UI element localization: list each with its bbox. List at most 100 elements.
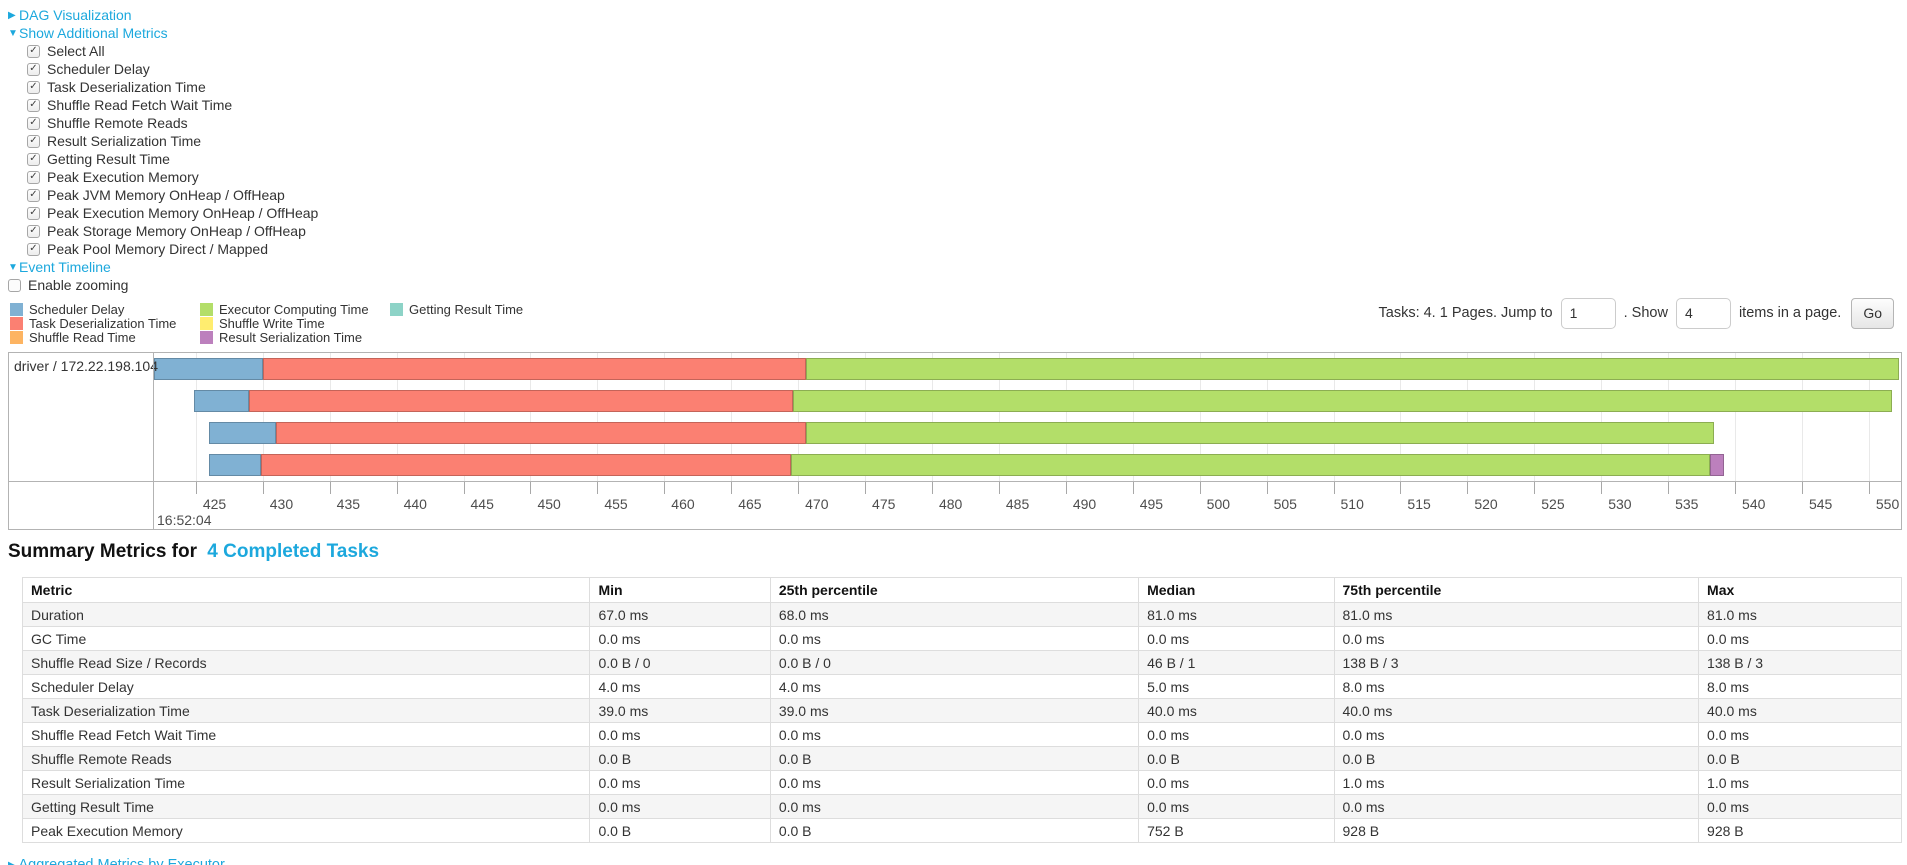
- show-additional-metrics-link[interactable]: Show Additional Metrics: [19, 25, 168, 41]
- dag-visualization-link[interactable]: DAG Visualization: [19, 7, 132, 23]
- metric-checkbox-row[interactable]: ✓ Scheduler Delay: [27, 60, 318, 78]
- checkbox-label: Shuffle Remote Reads: [47, 115, 188, 131]
- metric-name-cell: GC Time: [21, 626, 591, 651]
- metric-checkbox-row[interactable]: ✓ Shuffle Read Fetch Wait Time: [27, 96, 318, 114]
- axis-tick-label: 460: [671, 496, 695, 512]
- axis-tick: [865, 482, 867, 494]
- timeline-gridline: [597, 353, 599, 481]
- metric-checkbox-row[interactable]: ✓ Result Serialization Time: [27, 132, 318, 150]
- metric-value-cell: 0.0 B: [589, 818, 771, 843]
- checkbox-icon[interactable]: ✓: [27, 116, 40, 130]
- enable-zooming-checkbox[interactable]: [8, 278, 21, 292]
- legend-item-getting_result: Getting Result Time: [390, 303, 523, 317]
- metric-value-cell: 0.0 B: [769, 818, 1140, 843]
- axis-tick: [463, 482, 465, 494]
- metric-checkbox-row[interactable]: ✓ Peak Pool Memory Direct / Mapped: [27, 240, 318, 258]
- axis-tick: [329, 482, 331, 494]
- timeline-bar-result_serialization[interactable]: [1709, 454, 1725, 476]
- completed-tasks-link[interactable]: 4 Completed Tasks: [207, 541, 380, 562]
- checkbox-icon[interactable]: ✓: [27, 170, 40, 184]
- jump-to-page-input[interactable]: [1560, 297, 1616, 329]
- timeline-bar-task_deserialization[interactable]: [276, 422, 807, 444]
- axis-tick-label: 535: [1675, 496, 1699, 512]
- legend-label: Scheduler Delay: [29, 302, 125, 318]
- metric-value-cell: 0.0 ms: [1138, 770, 1335, 795]
- checkbox-icon[interactable]: ✓: [27, 98, 40, 112]
- metric-value-cell: 0.0 ms: [769, 626, 1140, 651]
- metric-checkbox-row[interactable]: ✓ Shuffle Remote Reads: [27, 114, 318, 132]
- axis-tick: [262, 482, 264, 494]
- event-timeline-chart: driver / 172.22.198.104 16:52:04 425 430 4…: [8, 352, 1902, 530]
- timeline-bar-scheduler_delay[interactable]: [209, 422, 277, 444]
- executor_computing-swatch-icon: [200, 303, 213, 317]
- dag-visualization-toggle[interactable]: ▶ DAG Visualization: [8, 6, 318, 24]
- getting_result-swatch-icon: [390, 303, 403, 317]
- axis-tick: [798, 482, 800, 494]
- timeline-bar-task_deserialization[interactable]: [262, 358, 807, 380]
- metric-checkbox-row[interactable]: ✓ Peak Execution Memory OnHeap / OffHeap: [27, 204, 318, 222]
- timeline-bar-scheduler_delay[interactable]: [194, 390, 250, 412]
- items-per-page-input[interactable]: [1675, 297, 1731, 329]
- axis-tick: [1266, 482, 1268, 494]
- metric-checkbox-row[interactable]: ✓ Peak JVM Memory OnHeap / OffHeap: [27, 186, 318, 204]
- enable-zooming-row[interactable]: Enable zooming: [8, 276, 318, 294]
- timeline-bar-executor_computing[interactable]: [792, 390, 1892, 412]
- legend-label: Task Deserialization Time: [29, 316, 177, 332]
- timeline-gridline: [1534, 353, 1536, 481]
- checkbox-label: Scheduler Delay: [47, 61, 150, 77]
- metric-checkbox-row[interactable]: ✓ Getting Result Time: [27, 150, 318, 168]
- metric-value-cell: 1.0 ms: [1333, 770, 1700, 795]
- column-header: Metric: [21, 577, 591, 603]
- metric-checkbox-row[interactable]: ✓ Peak Storage Memory OnHeap / OffHeap: [27, 222, 318, 240]
- metric-value-cell: 0.0 ms: [769, 770, 1140, 795]
- metric-checkbox-row[interactable]: ✓ Task Deserialization Time: [27, 78, 318, 96]
- timeline-bar-task_deserialization[interactable]: [261, 454, 792, 476]
- event-timeline-toggle[interactable]: ▼ Event Timeline: [8, 258, 318, 276]
- timeline-bar-scheduler_delay[interactable]: [209, 454, 262, 476]
- table-row: GC Time 0.0 ms 0.0 ms 0.0 ms 0.0 ms 0.0 ms: [21, 626, 1902, 651]
- table-row: Result Serialization Time 0.0 ms 0.0 ms 0.0…: [21, 770, 1902, 795]
- timeline-bar-executor_computing[interactable]: [791, 454, 1710, 476]
- timeline-bar-task_deserialization[interactable]: [249, 390, 793, 412]
- checkbox-icon[interactable]: ✓: [27, 134, 40, 148]
- metric-name-cell: Result Serialization Time: [21, 770, 591, 795]
- show-additional-metrics-toggle[interactable]: ▼ Show Additional Metrics: [8, 24, 318, 42]
- metric-value-cell: 8.0 ms: [1333, 674, 1700, 699]
- checkbox-icon[interactable]: ✓: [27, 80, 40, 94]
- metric-name-cell: Getting Result Time: [21, 794, 591, 819]
- metric-value-cell: 0.0 ms: [1698, 722, 1902, 747]
- checkbox-icon[interactable]: ✓: [27, 152, 40, 166]
- timeline-bar-scheduler_delay[interactable]: [154, 358, 263, 380]
- timeline-gridline: [865, 353, 867, 481]
- checkbox-icon[interactable]: ✓: [27, 62, 40, 76]
- timeline-gridline: [998, 353, 1000, 481]
- timeline-bar-executor_computing[interactable]: [806, 422, 1714, 444]
- shuffle_read-swatch-icon: [10, 330, 23, 344]
- axis-tick-label: 495: [1139, 496, 1164, 512]
- metric-value-cell: 0.0 ms: [769, 722, 1140, 747]
- metric-checkbox-row[interactable]: ✓ Peak Execution Memory: [27, 168, 318, 186]
- checkbox-icon[interactable]: ✓: [27, 242, 40, 256]
- axis-tick-label: 515: [1407, 496, 1431, 512]
- checkbox-icon[interactable]: ✓: [27, 224, 40, 238]
- axis-tick: [195, 482, 197, 494]
- axis-tick: [1400, 482, 1402, 494]
- metric-checkbox-row[interactable]: ✓ Select All: [27, 42, 318, 60]
- timeline-gridline: [931, 353, 933, 481]
- task-pagination: Tasks: 4. 1 Pages. Jump to . Show items …: [1378, 297, 1894, 329]
- task_deserialization-swatch-icon: [10, 317, 23, 331]
- timeline-gridline: [1868, 353, 1870, 481]
- metric-value-cell: 0.0 ms: [589, 794, 771, 819]
- axis-tick: [931, 482, 933, 494]
- next-section-heading-clipped[interactable]: ▸ Aggregated Metrics by Executor: [8, 857, 225, 865]
- checkbox-icon[interactable]: ✓: [27, 206, 40, 220]
- metric-value-cell: 0.0 B: [1138, 746, 1335, 771]
- checkbox-icon[interactable]: ✓: [27, 188, 40, 202]
- axis-tick: [1668, 482, 1670, 494]
- timeline-bar-executor_computing[interactable]: [806, 358, 1899, 380]
- event-timeline-link[interactable]: Event Timeline: [19, 259, 111, 275]
- checkbox-icon[interactable]: ✓: [27, 44, 40, 58]
- axis-tick-label: 545: [1808, 496, 1833, 512]
- pagination-summary-text: Tasks: 4. 1 Pages. Jump to: [1378, 305, 1553, 321]
- go-button[interactable]: Go: [1851, 297, 1894, 329]
